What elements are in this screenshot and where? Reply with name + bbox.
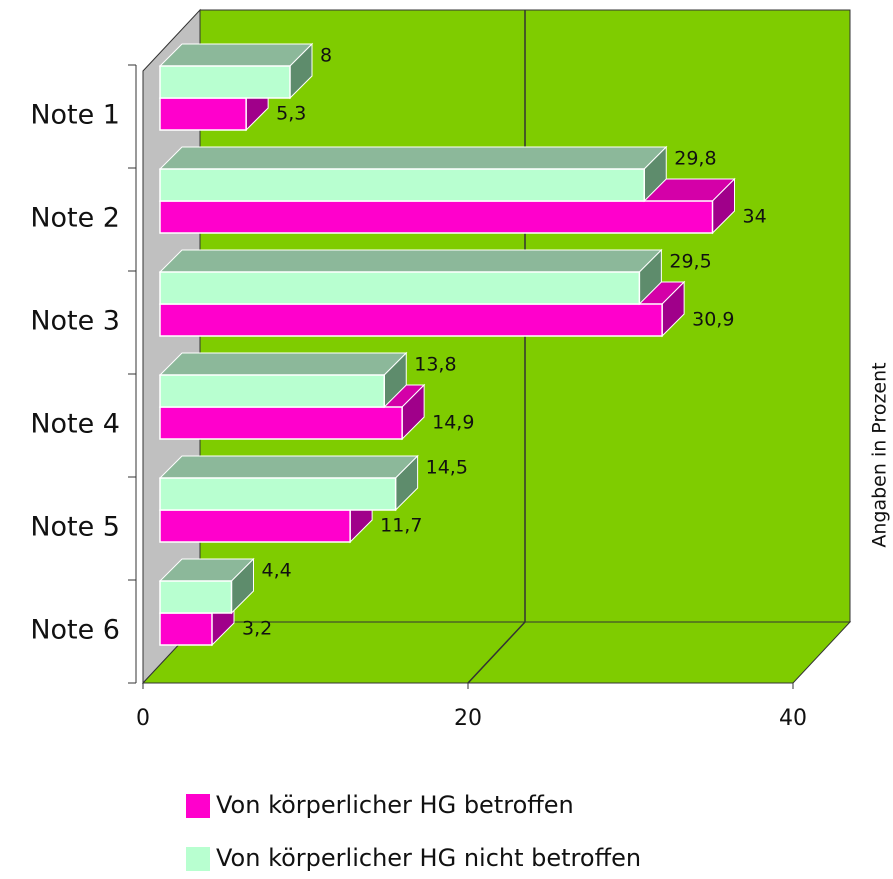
- bar: [159, 509, 351, 543]
- y-tick-label: Note 2: [30, 203, 120, 234]
- bar: [159, 168, 645, 202]
- value-label: 4,4: [262, 560, 292, 582]
- y-tick-label: Note 1: [30, 100, 120, 131]
- legend-swatch: [186, 847, 210, 871]
- bar-top: [158, 249, 663, 273]
- bar: [159, 406, 403, 440]
- value-label: 34: [743, 206, 767, 228]
- value-label: 30,9: [692, 309, 734, 331]
- y-tick-label: Note 5: [30, 512, 120, 543]
- x-tick-label: 0: [136, 706, 150, 731]
- value-label: 11,7: [380, 515, 422, 537]
- value-label: 8: [320, 45, 332, 67]
- bar: [159, 65, 291, 99]
- bar-top: [158, 455, 419, 479]
- bar: [159, 200, 714, 234]
- bar: [159, 271, 641, 305]
- x-tick-label: 40: [779, 706, 807, 731]
- y-tick-label: Note 3: [30, 306, 120, 337]
- bar-top: [158, 352, 408, 376]
- bar: [159, 303, 663, 337]
- legend-label: Von körperlicher HG betroffen: [216, 791, 574, 819]
- y-tick-label: Note 6: [30, 615, 120, 646]
- value-label: 3,2: [242, 618, 272, 640]
- value-label: 14,9: [432, 412, 474, 434]
- bar: [159, 97, 247, 131]
- value-label: 13,8: [414, 354, 456, 376]
- value-label: 5,3: [276, 103, 306, 125]
- value-label: 29,5: [669, 251, 711, 273]
- legend-swatch: [186, 794, 210, 818]
- legend-label: Von körperlicher HG nicht betroffen: [216, 844, 641, 872]
- value-label: 14,5: [426, 457, 468, 479]
- bar: [159, 612, 213, 646]
- bar-top: [158, 43, 314, 67]
- x-tick-label: 20: [454, 706, 482, 731]
- bar: [159, 580, 233, 614]
- axis-label: Angaben in Prozent: [869, 362, 891, 547]
- bar: [159, 374, 385, 408]
- value-label: 29,8: [674, 148, 716, 170]
- y-tick-label: Note 4: [30, 409, 120, 440]
- bar-top: [158, 146, 668, 170]
- grid-line: [467, 621, 526, 684]
- bar: [159, 477, 397, 511]
